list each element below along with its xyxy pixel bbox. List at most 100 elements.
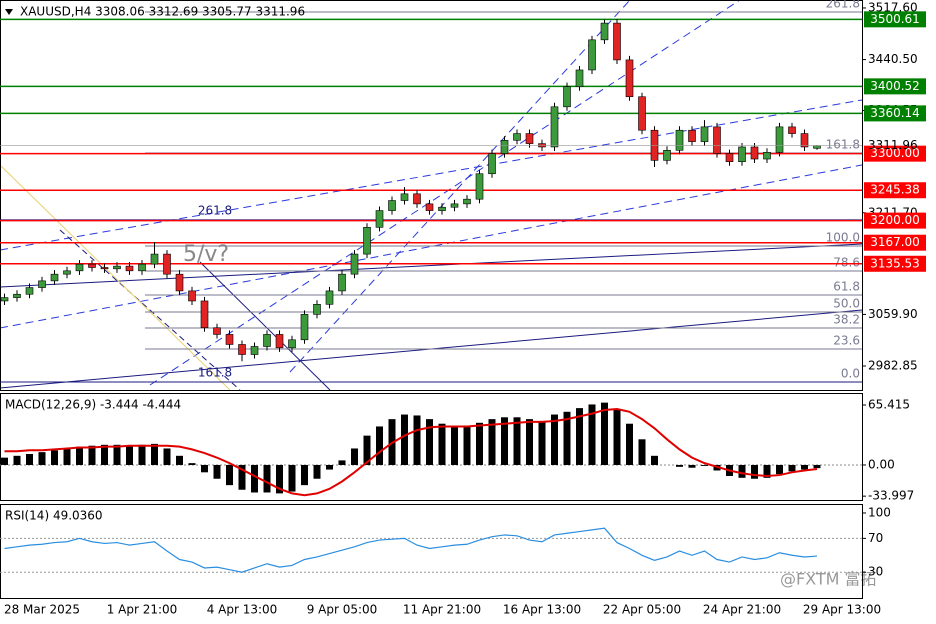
candle-body (38, 280, 46, 288)
panel-title: MACD(12,26,9) -3.444 -4.444 (5, 398, 181, 412)
level-box (864, 78, 926, 95)
fib-label: 161.8 (198, 366, 232, 380)
x-tick-label: 24 Apr 21:00 (703, 603, 781, 617)
x-tick-label: 28 Mar 2025 (4, 603, 80, 617)
level-label: 3500.61 (870, 12, 920, 26)
candle-body (663, 150, 671, 161)
macd-bar (263, 464, 271, 493)
candle-body (650, 129, 659, 161)
level-box (864, 11, 926, 28)
candle-body (700, 126, 709, 142)
candle-body (713, 126, 721, 154)
panel-frame (0, 504, 863, 599)
macd-bar (701, 464, 708, 466)
candle-body (438, 206, 446, 211)
macd-bar (801, 464, 808, 470)
candle-body (475, 173, 484, 200)
level-label: 3245.38 (870, 183, 920, 197)
fib-label: 23.6 (833, 334, 860, 348)
candle-body (263, 334, 271, 347)
macd-bar (126, 445, 133, 465)
candle-body (175, 273, 184, 292)
candle-body (113, 265, 121, 270)
macd-bar (363, 435, 371, 465)
candle-body (275, 334, 284, 349)
candle-body (538, 143, 546, 148)
candle-body (63, 270, 71, 275)
candle-body (75, 263, 84, 272)
fib-label: 38.2 (833, 313, 860, 327)
y-tick-label: 30 (868, 565, 883, 579)
candle-body (413, 193, 421, 205)
macd-bar (238, 464, 246, 490)
macd-bar (526, 419, 533, 465)
y-tick-label: 70 (868, 531, 883, 545)
macd-bar (226, 464, 233, 486)
candle-body (688, 129, 696, 142)
fib-label: 61.8 (833, 279, 860, 293)
level-label: 3300.00 (870, 146, 920, 160)
macd-bar (163, 448, 171, 465)
candle-body (338, 273, 346, 292)
macd-bar (738, 464, 746, 478)
macd-bar (513, 417, 521, 465)
candle-body (0, 297, 9, 302)
panel-title: RSI(14) 49.0360 (5, 509, 103, 523)
level-box (864, 212, 926, 229)
candle-body (150, 253, 159, 265)
candle-body (225, 334, 234, 345)
macd-bar (276, 464, 283, 494)
level-box (864, 255, 926, 272)
level-box (864, 105, 926, 122)
candle-body (763, 152, 771, 160)
candle-body (725, 153, 734, 162)
fib-label: 50.0 (833, 297, 860, 311)
macd-bar (538, 420, 546, 465)
candle-body (325, 290, 334, 305)
macd-bar (651, 455, 658, 465)
candle-body (350, 253, 359, 275)
macd-bar (201, 464, 208, 473)
y-tick-label: 2982.85 (868, 358, 918, 372)
panel-frame (0, 0, 863, 391)
panel-frame (0, 393, 863, 501)
macd-bar (763, 464, 771, 478)
candle-body (738, 146, 746, 162)
macd-bar (76, 446, 83, 465)
macd-bar (551, 414, 558, 465)
trendlines (0, 0, 863, 391)
macd-bar (376, 426, 383, 465)
macd-bar (688, 464, 696, 468)
macd-bar (313, 464, 321, 479)
candle-body (625, 59, 634, 98)
fib-label: 261.8 (826, 0, 860, 10)
macd-bar (188, 463, 196, 465)
last-price-label: 3311.96 (868, 138, 918, 152)
candle-body (613, 22, 621, 61)
macd-bar (438, 423, 446, 465)
panel-title: XAUUSD,H4 3308.06 3312.69 3305.77 3311.9… (20, 5, 305, 19)
level-box (864, 234, 926, 251)
candle-body (425, 203, 434, 211)
candle-body (513, 133, 521, 141)
macd-bar (413, 415, 421, 465)
y-tick-label: 3059.90 (868, 307, 918, 321)
watermark: @FXTM 富拓 (780, 570, 877, 589)
macd-bar (488, 419, 496, 465)
macd-bar (176, 455, 183, 465)
menu-icon (5, 9, 13, 15)
macd-bar (13, 455, 21, 465)
candle-body (313, 304, 321, 315)
macd-bar (113, 444, 121, 465)
candle-body (138, 263, 146, 272)
level-box (864, 182, 926, 199)
candle-body (463, 198, 471, 205)
signal-line (4, 408, 818, 497)
candle-body (563, 86, 571, 108)
macd-bar (38, 452, 46, 465)
x-tick-label: 1 Apr 21:00 (107, 603, 178, 617)
macd-bar (338, 460, 346, 465)
macd-bar (301, 464, 308, 486)
macd-bar (676, 464, 683, 467)
